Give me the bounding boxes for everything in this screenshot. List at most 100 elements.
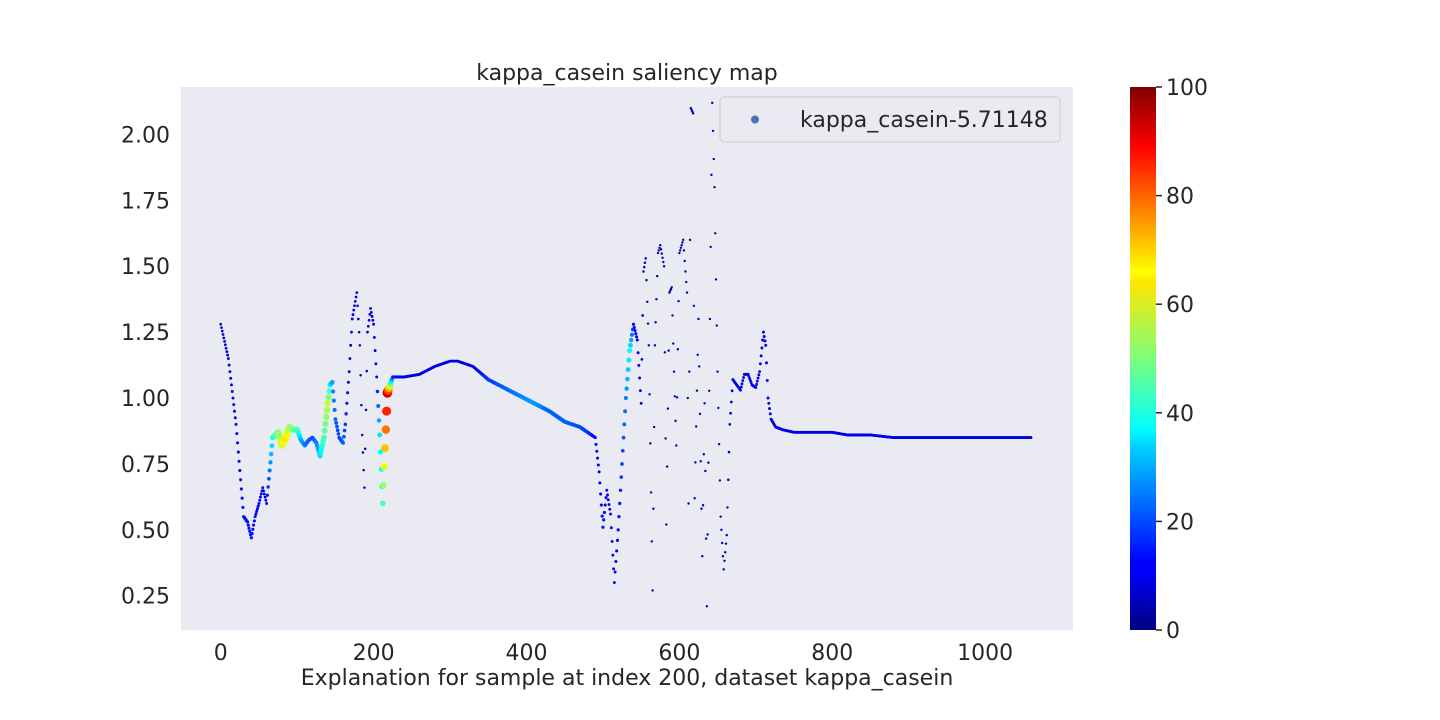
data-point bbox=[619, 475, 624, 479]
data-point bbox=[714, 232, 717, 235]
data-point bbox=[676, 348, 680, 351]
data-point bbox=[225, 350, 229, 354]
data-point bbox=[646, 300, 649, 304]
data-point bbox=[761, 330, 765, 334]
data-point bbox=[252, 519, 256, 523]
data-point bbox=[664, 437, 667, 440]
data-point bbox=[256, 504, 260, 508]
y-tick-label: 0.50 bbox=[121, 519, 170, 544]
data-point bbox=[642, 270, 645, 273]
data-point bbox=[370, 314, 374, 318]
data-point bbox=[627, 347, 633, 354]
saliency-curve bbox=[219, 101, 1033, 608]
data-point bbox=[720, 528, 723, 532]
data-point bbox=[341, 440, 345, 445]
data-point bbox=[233, 416, 237, 420]
data-point bbox=[717, 442, 721, 446]
legend-box bbox=[719, 96, 1061, 143]
data-point bbox=[719, 515, 722, 518]
data-point bbox=[618, 501, 622, 506]
data-point bbox=[662, 265, 666, 268]
data-point bbox=[713, 185, 716, 189]
colorbar-tick-label: 40 bbox=[1166, 402, 1194, 427]
data-point bbox=[264, 498, 268, 502]
data-point bbox=[655, 274, 659, 278]
data-point bbox=[360, 433, 364, 437]
data-point bbox=[654, 321, 657, 324]
data-point bbox=[366, 324, 370, 328]
data-point bbox=[675, 396, 679, 399]
data-point bbox=[622, 422, 627, 427]
colorbar-tick-label: 60 bbox=[1166, 293, 1194, 318]
data-point bbox=[259, 495, 262, 499]
data-point bbox=[349, 343, 353, 347]
data-point bbox=[651, 589, 654, 592]
data-point bbox=[655, 297, 658, 301]
data-point bbox=[704, 469, 707, 473]
data-point bbox=[335, 428, 340, 433]
legend-marker-icon bbox=[751, 115, 759, 124]
data-point bbox=[235, 432, 239, 436]
data-point bbox=[637, 363, 641, 367]
data-point bbox=[351, 313, 355, 316]
data-point bbox=[656, 251, 660, 255]
data-point bbox=[625, 367, 631, 372]
data-point bbox=[724, 551, 727, 554]
colorbar: 0 20 40 60 80 100 bbox=[1130, 76, 1208, 644]
data-point bbox=[373, 349, 377, 353]
data-point bbox=[372, 322, 376, 326]
data-point bbox=[377, 449, 384, 455]
data-point bbox=[360, 403, 363, 407]
y-axis-ticks: 0.25 0.50 0.75 1.00 1.25 1.50 1.75 2.00 bbox=[121, 123, 170, 609]
data-point bbox=[353, 304, 356, 308]
legend[interactable]: kappa_casein-5.71148 bbox=[719, 96, 1061, 143]
data-point bbox=[335, 424, 339, 429]
data-point bbox=[1029, 436, 1033, 439]
data-point bbox=[222, 336, 226, 340]
data-point bbox=[649, 491, 653, 494]
data-point bbox=[265, 502, 269, 505]
data-point bbox=[660, 252, 663, 255]
data-point bbox=[638, 389, 642, 393]
data-point bbox=[765, 378, 769, 382]
data-point bbox=[323, 406, 331, 414]
data-point bbox=[254, 512, 258, 516]
data-point bbox=[382, 406, 392, 416]
data-point bbox=[232, 403, 236, 407]
data-point bbox=[341, 434, 346, 439]
data-point bbox=[617, 515, 621, 519]
data-point bbox=[697, 317, 700, 321]
data-point bbox=[332, 407, 337, 412]
data-point bbox=[740, 382, 744, 386]
data-point bbox=[665, 523, 668, 526]
data-point bbox=[623, 395, 628, 401]
data-point bbox=[698, 365, 701, 368]
data-point bbox=[261, 486, 265, 490]
data-point bbox=[241, 505, 245, 510]
data-point bbox=[742, 376, 745, 379]
data-point bbox=[717, 406, 720, 410]
data-point bbox=[652, 507, 655, 510]
data-point bbox=[600, 514, 604, 518]
data-point bbox=[708, 317, 712, 321]
data-point bbox=[670, 286, 673, 289]
data-point bbox=[682, 249, 686, 252]
data-point bbox=[359, 373, 362, 377]
data-point bbox=[258, 498, 262, 502]
data-point bbox=[601, 525, 605, 529]
data-point bbox=[768, 412, 772, 416]
data-point bbox=[672, 342, 675, 345]
data-point bbox=[723, 559, 726, 563]
data-point bbox=[377, 432, 383, 438]
data-point bbox=[346, 380, 350, 384]
data-point bbox=[375, 389, 380, 394]
data-point bbox=[621, 435, 626, 440]
y-tick-label: 1.75 bbox=[121, 189, 170, 214]
data-point bbox=[361, 451, 365, 454]
data-point bbox=[321, 427, 328, 434]
data-point bbox=[629, 337, 634, 343]
data-point bbox=[233, 409, 236, 413]
data-point bbox=[680, 243, 683, 247]
x-tick-label: 400 bbox=[505, 641, 547, 666]
y-tick-label: 1.25 bbox=[121, 321, 170, 346]
